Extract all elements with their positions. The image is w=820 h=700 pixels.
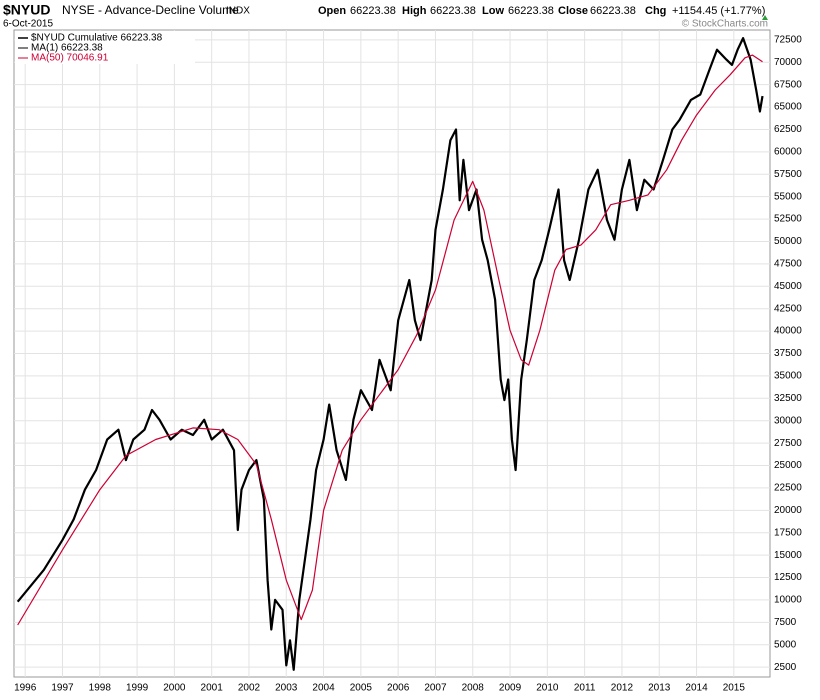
y-tick-label: 2500 — [774, 662, 797, 673]
legend-label: MA(50) 70046.91 — [31, 53, 109, 64]
x-tick-label: 2008 — [462, 683, 485, 694]
y-tick-label: 60000 — [774, 147, 802, 158]
symbol-name: NYSE - Advance-Decline Volume — [62, 3, 239, 17]
stat-label: High — [402, 5, 427, 17]
y-tick-label: 72500 — [774, 34, 802, 45]
series-line — [16, 37, 764, 671]
legend-label: $NYUD Cumulative 66223.38 — [31, 33, 163, 44]
x-tick-label: 2009 — [499, 683, 522, 694]
y-tick-label: 45000 — [774, 281, 802, 292]
y-tick-label: 37500 — [774, 348, 802, 359]
y-tick-label: 47500 — [774, 259, 802, 270]
y-tick-label: 32500 — [774, 393, 802, 404]
grid — [14, 30, 770, 677]
x-tick-label: 2013 — [648, 683, 671, 694]
x-tick-label: 2006 — [387, 683, 410, 694]
y-tick-label: 65000 — [774, 102, 802, 113]
y-tick-label: 62500 — [774, 124, 802, 135]
legend-box — [15, 31, 195, 64]
stat-value: 66223.38 — [508, 5, 554, 17]
x-tick-label: 2010 — [536, 683, 559, 694]
y-tick-label: 12500 — [774, 572, 802, 583]
y-tick-label: 70000 — [774, 57, 802, 68]
y-tick-label: 52500 — [774, 214, 802, 225]
lines — [16, 37, 764, 671]
legend-label: MA(1) 66223.38 — [31, 43, 103, 54]
x-tick-label: 2007 — [424, 683, 447, 694]
y-tick-label: 35000 — [774, 371, 802, 382]
stat-value: 66223.38 — [350, 5, 396, 17]
x-tick-label: 2001 — [201, 683, 224, 694]
y-tick-label: 55000 — [774, 191, 802, 202]
y-tick-label: 22500 — [774, 483, 802, 494]
y-tick-label: 50000 — [774, 236, 802, 247]
y-tick-label: 15000 — [774, 550, 802, 561]
stat-label: Low — [482, 5, 504, 17]
x-tick-label: 1996 — [14, 683, 37, 694]
stat-value: +1154.45 (+1.77%) — [672, 5, 765, 17]
y-tick-label: 10000 — [774, 595, 802, 606]
x-tick-label: 1998 — [89, 683, 112, 694]
stat-value: 66223.38 — [590, 5, 636, 17]
y-tick-label: 57500 — [774, 169, 802, 180]
x-tick-label: 1997 — [51, 683, 74, 694]
y-tick-label: 5000 — [774, 639, 797, 650]
stat-label: Chg — [645, 5, 666, 17]
stat-label: Close — [558, 5, 588, 17]
x-tick-label: 1999 — [126, 683, 149, 694]
x-tick-label: 2003 — [275, 683, 298, 694]
y-tick-label: 17500 — [774, 527, 802, 538]
y-tick-label: 27500 — [774, 438, 802, 449]
y-tick-label: 67500 — [774, 79, 802, 90]
copyright: © StockCharts.com — [682, 19, 768, 30]
x-tick-label: 2005 — [350, 683, 373, 694]
y-tick-label: 42500 — [774, 303, 802, 314]
x-tick-label: 2011 — [574, 683, 596, 694]
x-tick-label: 2015 — [723, 683, 746, 694]
up-arrow — [762, 15, 768, 20]
symbol: $NYUD — [3, 2, 50, 18]
y-tick-label: 25000 — [774, 460, 802, 471]
y-tick-label: 7500 — [774, 617, 797, 628]
x-tick-label: 2004 — [312, 683, 335, 694]
exchange: INDX — [226, 6, 250, 17]
stat-value: 66223.38 — [430, 5, 476, 17]
y-tick-label: 30000 — [774, 415, 802, 426]
y-tick-label: 40000 — [774, 326, 802, 337]
series-line — [17, 54, 763, 626]
x-tick-label: 2014 — [685, 683, 708, 694]
date: 6-Oct-2015 — [3, 19, 53, 30]
stat-label: Open — [318, 5, 346, 17]
x-tick-label: 2012 — [611, 683, 634, 694]
x-tick-label: 2002 — [238, 683, 261, 694]
x-tick-label: 2000 — [163, 683, 186, 694]
y-tick-label: 20000 — [774, 505, 802, 516]
